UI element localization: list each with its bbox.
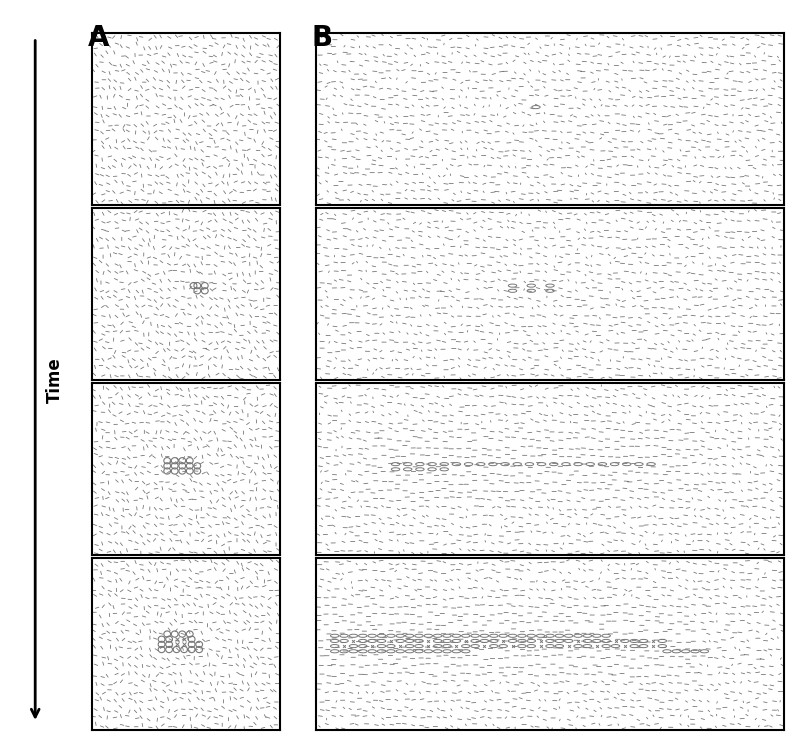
Text: A: A bbox=[88, 24, 110, 52]
Text: B: B bbox=[312, 24, 333, 52]
Text: Time: Time bbox=[46, 358, 63, 403]
